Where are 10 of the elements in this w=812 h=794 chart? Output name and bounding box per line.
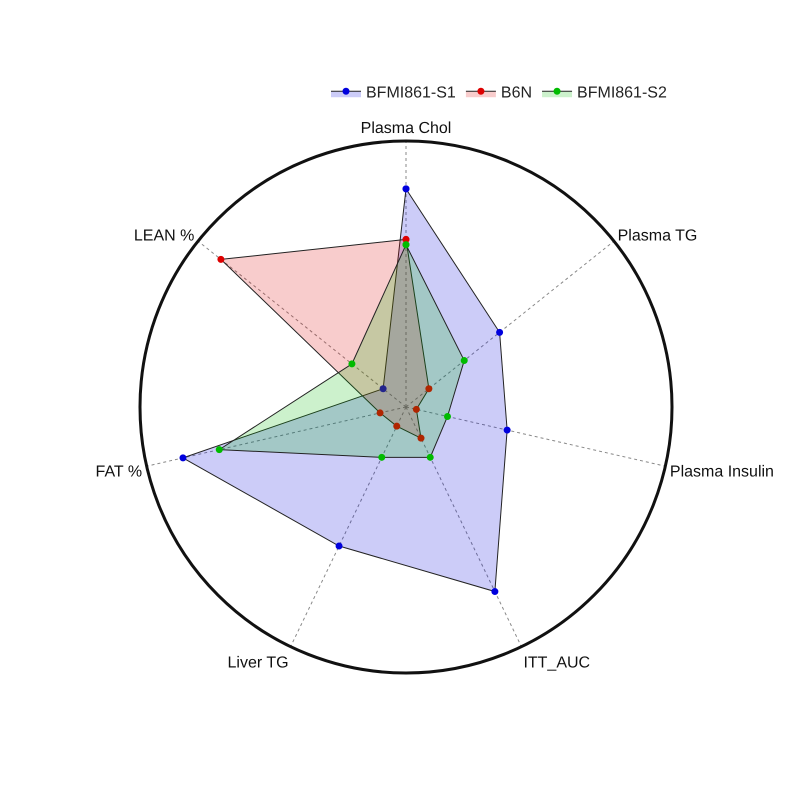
spoke-label: Plasma Chol [360,120,452,138]
legend-label: B6N [500,84,532,102]
spoke-label: Liver TG [227,654,289,672]
legend-label: BFMI861-S1 [366,84,456,102]
legend-label: BFMI861-S2 [577,84,667,102]
spoke-label: LEAN % [134,228,194,245]
spoke-label: Plasma Insulin [670,463,774,480]
spoke-label: FAT % [96,463,142,480]
spoke-label: ITT_AUC [523,654,590,672]
spoke-label: Plasma TG [618,228,698,245]
